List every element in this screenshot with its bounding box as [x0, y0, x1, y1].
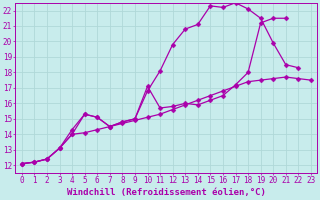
X-axis label: Windchill (Refroidissement éolien,°C): Windchill (Refroidissement éolien,°C) — [67, 188, 266, 197]
